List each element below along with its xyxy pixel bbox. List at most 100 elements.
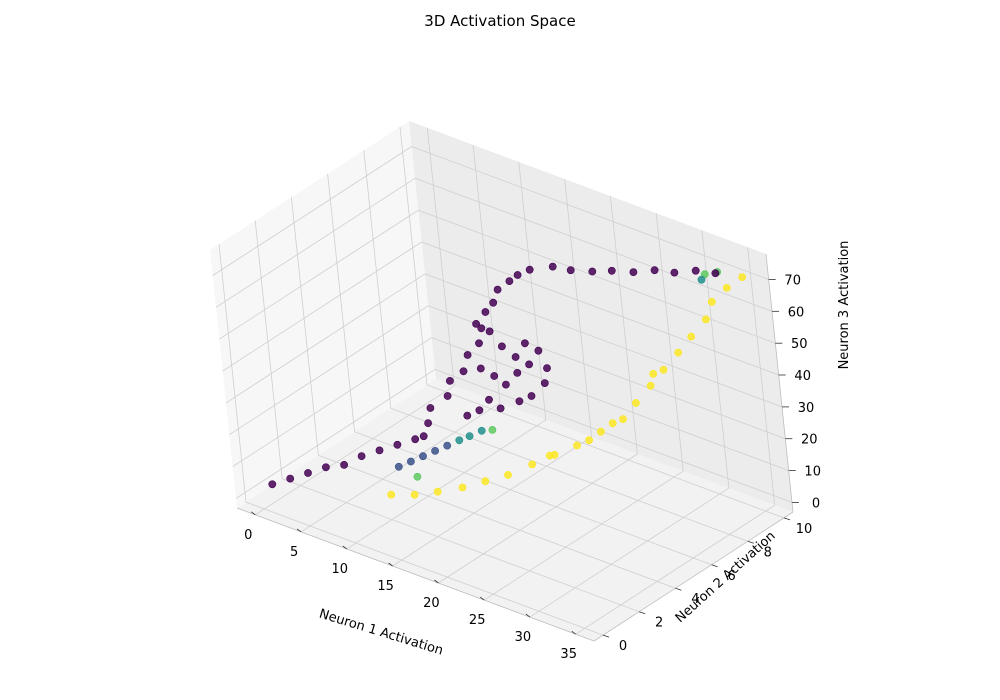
scatter-point [711, 269, 720, 278]
back-pane [409, 121, 793, 512]
y-tick-mark [711, 564, 718, 568]
scatter-point [431, 446, 439, 455]
floor-pane [237, 379, 793, 641]
scatter-point [691, 266, 700, 275]
x-gridline-back [472, 144, 501, 403]
y-gridline-floor [245, 501, 604, 636]
y-tick-label: 0 [619, 639, 627, 654]
x-tick-mark [525, 613, 531, 618]
scatter-point [528, 460, 537, 469]
scatter-point [485, 327, 494, 336]
z-tick-label: 40 [794, 369, 811, 384]
scatter-point [455, 436, 464, 445]
scatter-point [443, 392, 452, 400]
scatter-point [410, 490, 419, 499]
scatter-point [357, 452, 366, 460]
axis-panes [210, 121, 793, 641]
z-tick-label: 70 [784, 274, 801, 289]
scatter-point [286, 474, 295, 483]
x-gridline-back [426, 127, 455, 386]
y-gridline-left [291, 197, 319, 456]
scatter-point [481, 477, 490, 486]
scatter-point [406, 457, 415, 466]
scatter-point [540, 379, 549, 387]
z-gridline-left [215, 177, 416, 308]
x-tick-label: 5 [290, 545, 298, 560]
z-gridline-back [434, 369, 793, 503]
scatter-point [488, 425, 497, 434]
x-tick-label: 25 [469, 613, 486, 628]
x-tick-label: 35 [560, 647, 577, 662]
scatter-point [534, 346, 543, 355]
y-tick-mark [747, 540, 754, 544]
scatter-point [573, 441, 581, 450]
y-tick-mark [783, 517, 791, 521]
tick-labels: 0 5 10 15 20 25 30 35 0 2 4 6 8 10 0 10 20 30 40 50 60 70 [244, 274, 821, 663]
y-gridline-left [327, 173, 355, 432]
z-gridline-back [424, 273, 783, 408]
scatter-point [597, 427, 605, 436]
scatter-point [515, 397, 524, 406]
scatter-point [481, 308, 490, 316]
y-gridline-left [363, 150, 392, 409]
x-tick-label: 15 [377, 579, 394, 594]
x-gridline-back [610, 195, 638, 455]
scatter-point [475, 339, 483, 348]
z-tick-label: 10 [804, 465, 821, 480]
scatter-point [501, 380, 510, 389]
z-tick-label: 60 [788, 305, 805, 320]
scatter-point [433, 487, 442, 496]
y-gridline-left [218, 244, 247, 503]
scatter-point [472, 319, 480, 328]
left-pane [210, 121, 436, 508]
x-gridline-floor [255, 385, 455, 516]
y-gridline-floor [282, 478, 640, 613]
scatter-point [419, 452, 427, 461]
scatter-point [702, 315, 710, 324]
scatter-point [476, 364, 485, 373]
z-gridline-left [212, 146, 412, 276]
y-tick-label: 6 [727, 569, 735, 584]
y-tick-label: 2 [655, 616, 663, 631]
z-gridline-back [421, 241, 779, 376]
y-tick-label: 10 [796, 522, 813, 537]
x-tick-mark [388, 562, 393, 567]
x-gridline-back [747, 247, 776, 506]
z-tick-label: 0 [812, 496, 820, 511]
z-axis-line [765, 253, 794, 513]
scatter-point [659, 365, 668, 374]
scatter-point [463, 351, 472, 359]
scatter-point [340, 460, 348, 469]
scatter-point [497, 342, 506, 351]
scatter-point [304, 469, 312, 477]
scatter-point [525, 360, 533, 369]
z-gridline-back [414, 177, 773, 312]
scatter-point [426, 404, 435, 412]
scatter-point [588, 267, 597, 276]
z-tick-label: 30 [798, 401, 815, 416]
scatter-point [687, 332, 696, 341]
scatter-point [321, 463, 330, 472]
scatter-point [619, 415, 627, 423]
scatter-point [477, 324, 486, 333]
scatter-point [387, 490, 396, 499]
scatter-point [527, 392, 536, 400]
scatter-point [543, 364, 551, 372]
scatter-point [394, 462, 403, 471]
z-gridline-left [229, 305, 429, 436]
y-gridline-floor [318, 454, 676, 589]
x-gridline-floor [346, 419, 547, 550]
x-gridline-floor [438, 453, 638, 584]
scatter-point [608, 419, 617, 428]
scatter-point [511, 353, 520, 361]
scatter-point [513, 271, 522, 279]
scatter-point [513, 368, 522, 377]
scatter-point [485, 395, 493, 404]
scatter-point [646, 381, 655, 390]
scatter-point [475, 406, 484, 415]
scatter-point [738, 273, 747, 281]
x-axis-label: Neuron 1 Activation [317, 607, 445, 659]
y-gridline-left [254, 220, 283, 479]
scatter-point [445, 376, 454, 385]
